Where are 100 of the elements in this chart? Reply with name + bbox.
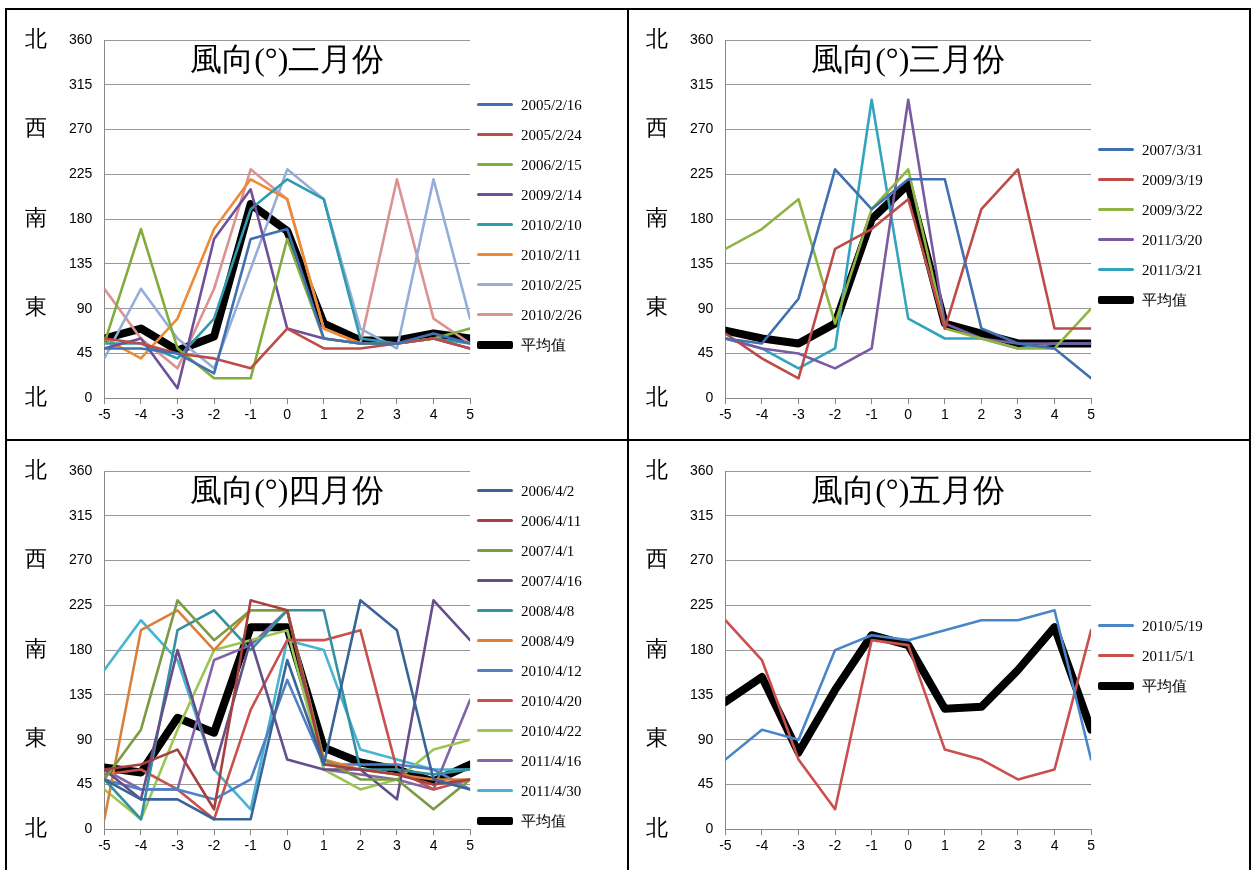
category-label: 北 (25, 456, 47, 482)
x-tick-label: 3 (1014, 406, 1023, 423)
y-tick-label: 225 (69, 596, 93, 613)
legend-label: 平均值 (521, 335, 566, 354)
y-tick-label: 360 (690, 30, 714, 47)
legend-label: 2007/4/1 (521, 541, 575, 560)
category-label: 東 (646, 725, 668, 751)
x-tick-label: 5 (1087, 837, 1096, 854)
x-tick-label: -1 (244, 406, 258, 423)
category-label: 南 (25, 204, 47, 230)
y-tick-label: 45 (76, 775, 93, 792)
legend-label: 2010/5/19 (1142, 616, 1203, 635)
legend-label: 平均值 (1142, 676, 1187, 695)
category-label: 南 (646, 204, 668, 230)
category-label: 北 (25, 25, 47, 51)
category-label: 西 (25, 115, 47, 141)
x-tick-label: -4 (755, 837, 769, 854)
y-tick-label: 90 (697, 299, 714, 316)
y-tick-label: 135 (690, 685, 714, 702)
category-label: 北 (25, 383, 47, 409)
y-tick-label: 45 (76, 344, 93, 361)
y-tick-label: 225 (69, 165, 93, 182)
x-tick-label: 0 (283, 406, 292, 423)
legend-label: 2011/3/20 (1142, 230, 1203, 249)
y-tick-label: 90 (76, 730, 93, 747)
x-tick-label: 0 (904, 837, 913, 854)
chart-title: 風向(°)二月份 (190, 41, 385, 78)
x-tick-label: 4 (429, 837, 438, 854)
category-label: 東 (646, 294, 668, 320)
x-tick-label: 4 (429, 406, 438, 423)
y-tick-label: 225 (690, 596, 714, 613)
category-label: 北 (646, 456, 668, 482)
legend-label: 2006/2/15 (521, 155, 582, 174)
legend-label: 2010/2/11 (521, 245, 582, 264)
legend-label: 2010/2/10 (521, 215, 582, 234)
legend-label: 2010/4/20 (521, 691, 582, 710)
x-tick-label: 3 (1014, 837, 1023, 854)
y-tick-label: 45 (697, 775, 714, 792)
y-tick-label: 180 (690, 640, 714, 657)
y-tick-label: 270 (690, 120, 714, 137)
y-tick-label: 0 (84, 820, 93, 837)
x-tick-label: -3 (792, 406, 805, 423)
category-label: 東 (25, 294, 47, 320)
legend-label: 2007/4/16 (521, 571, 582, 590)
x-tick-label: -4 (755, 406, 769, 423)
legend-label: 2011/4/16 (521, 751, 582, 770)
legend-label: 2009/2/14 (521, 185, 582, 204)
y-tick-label: 225 (690, 165, 714, 182)
y-tick-label: 360 (690, 461, 714, 478)
category-label: 西 (25, 546, 47, 572)
legend-label: 2007/3/31 (1142, 140, 1203, 159)
chart-title: 風向(°)五月份 (811, 472, 1006, 509)
y-tick-label: 90 (697, 730, 714, 747)
legend-label: 2008/4/8 (521, 601, 575, 620)
x-tick-label: 5 (1087, 406, 1096, 423)
legend-label: 2010/2/26 (521, 305, 582, 324)
x-tick-label: -3 (171, 837, 184, 854)
x-tick-label: 2 (977, 406, 986, 423)
y-tick-label: 0 (705, 820, 714, 837)
y-tick-label: 0 (705, 389, 714, 406)
category-label: 南 (646, 635, 668, 661)
legend-label: 2009/3/19 (1142, 170, 1203, 189)
category-label: 北 (646, 383, 668, 409)
legend-label: 2011/5/1 (1142, 646, 1195, 665)
category-label: 北 (25, 814, 47, 840)
x-tick-label: 3 (393, 406, 402, 423)
legend-label: 2011/3/21 (1142, 260, 1203, 279)
y-tick-label: 315 (69, 75, 93, 92)
y-tick-label: 270 (690, 551, 714, 568)
y-tick-label: 90 (76, 299, 93, 316)
x-tick-label: 4 (1050, 837, 1059, 854)
legend-label: 2006/4/2 (521, 481, 575, 500)
x-tick-label: -5 (719, 406, 732, 423)
x-tick-label: -4 (134, 837, 148, 854)
x-tick-label: -3 (171, 406, 184, 423)
x-tick-label: 5 (466, 837, 475, 854)
x-tick-label: -2 (207, 406, 221, 423)
category-label: 西 (646, 115, 668, 141)
x-tick-label: 2 (977, 837, 986, 854)
legend-label: 平均值 (521, 811, 566, 830)
y-tick-label: 270 (69, 120, 93, 137)
legend-label: 2009/3/22 (1142, 200, 1203, 219)
x-tick-label: -5 (98, 406, 111, 423)
y-tick-label: 180 (69, 640, 93, 657)
category-label: 南 (25, 635, 47, 661)
x-tick-label: 3 (393, 837, 402, 854)
category-label: 東 (25, 725, 47, 751)
x-tick-label: 4 (1050, 406, 1059, 423)
x-tick-label: -1 (244, 837, 258, 854)
chart-title: 風向(°)四月份 (190, 472, 385, 509)
y-tick-label: 315 (690, 75, 714, 92)
category-label: 西 (646, 546, 668, 572)
y-tick-label: 360 (69, 461, 93, 478)
chart-title: 風向(°)三月份 (811, 41, 1006, 78)
x-tick-label: 2 (356, 837, 365, 854)
category-label: 北 (646, 814, 668, 840)
x-tick-label: -2 (828, 837, 842, 854)
y-tick-label: 270 (69, 551, 93, 568)
x-tick-label: 2 (356, 406, 365, 423)
x-tick-label: 0 (904, 406, 913, 423)
